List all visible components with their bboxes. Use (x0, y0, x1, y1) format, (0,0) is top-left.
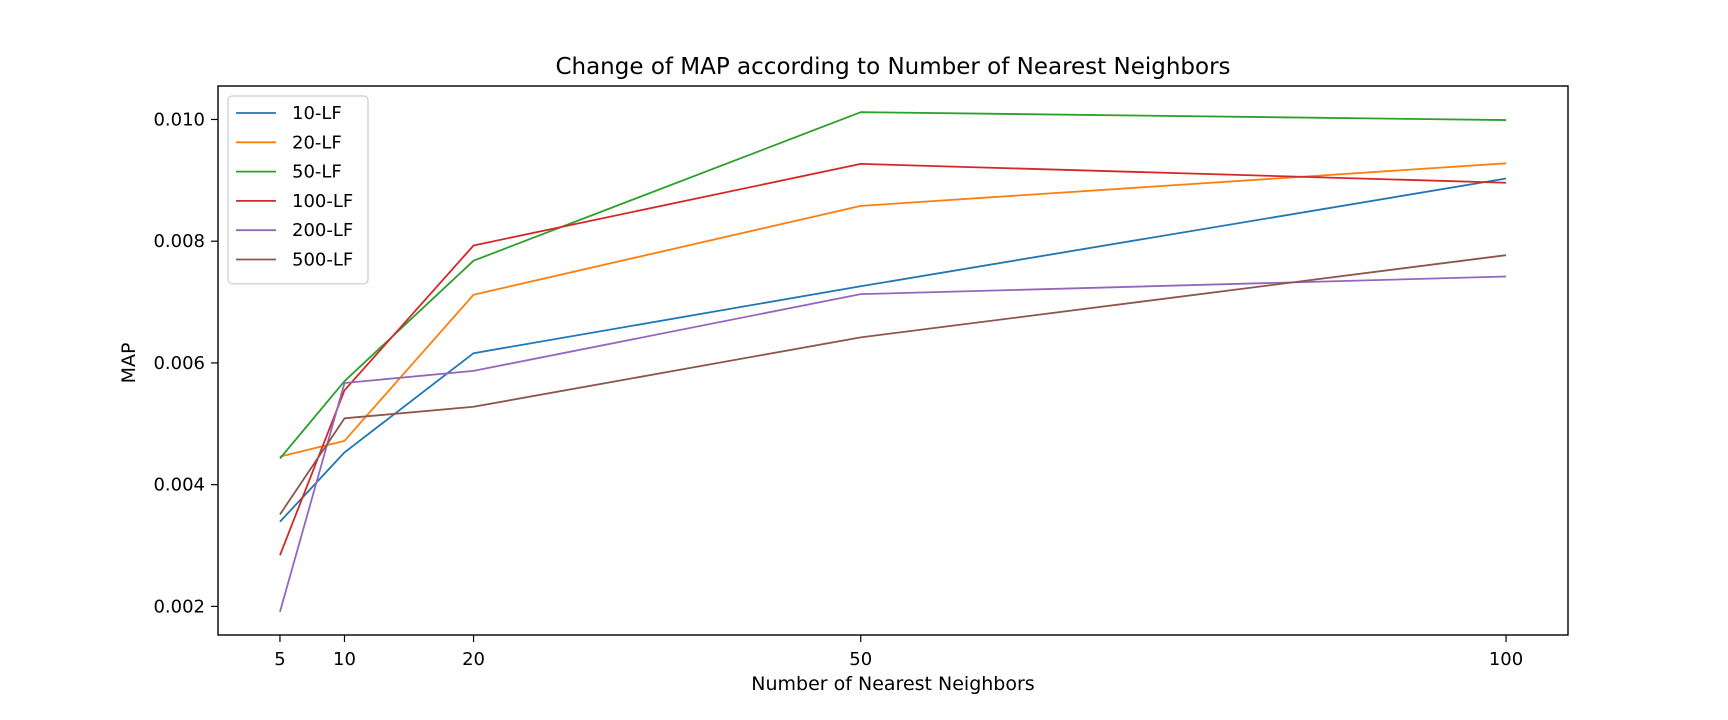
y-tick-label: 0.008 (153, 231, 205, 252)
series-line-20-lf (279, 162, 1507, 458)
x-axis: 5 10 20 50 100 (274, 635, 1523, 670)
y-tick-label: 0.006 (153, 353, 205, 374)
legend-label-200-lf: 200-LF (292, 220, 353, 241)
plot-area (217, 85, 1569, 636)
y-tick-label: 0.010 (153, 109, 205, 130)
x-tick-label: 10 (333, 649, 356, 670)
legend[interactable]: 10-LF 20-LF 50-LF 100-LF 200-LF 500-LF (227, 95, 369, 285)
legend-label-100-lf: 100-LF (292, 191, 353, 212)
series-line-10-lf (279, 177, 1507, 523)
x-axis-label: Number of Nearest Neighbors (751, 673, 1034, 695)
series-lines (279, 111, 1507, 613)
series-line-500-lf (279, 254, 1507, 515)
legend-label-50-lf: 50-LF (292, 162, 342, 183)
x-tick-label: 20 (462, 649, 485, 670)
legend-label-10-lf: 10-LF (292, 103, 342, 124)
y-axis: 0.002 0.004 0.006 0.008 0.010 (153, 109, 218, 617)
x-tick-label: 100 (1489, 649, 1523, 670)
legend-label-500-lf: 500-LF (292, 250, 353, 271)
chart-title: Change of MAP according to Number of Nea… (555, 54, 1230, 80)
series-line-100-lf (279, 163, 1507, 556)
x-tick-label: 5 (274, 649, 285, 670)
legend-label-20-lf: 20-LF (292, 132, 342, 153)
y-axis-label: MAP (118, 343, 140, 384)
series-line-50-lf (279, 111, 1507, 460)
x-tick-label: 50 (849, 649, 872, 670)
series-line-200-lf (279, 275, 1507, 613)
y-tick-label: 0.004 (153, 475, 205, 496)
y-tick-label: 0.002 (153, 596, 205, 617)
plot-frame (217, 85, 1569, 636)
